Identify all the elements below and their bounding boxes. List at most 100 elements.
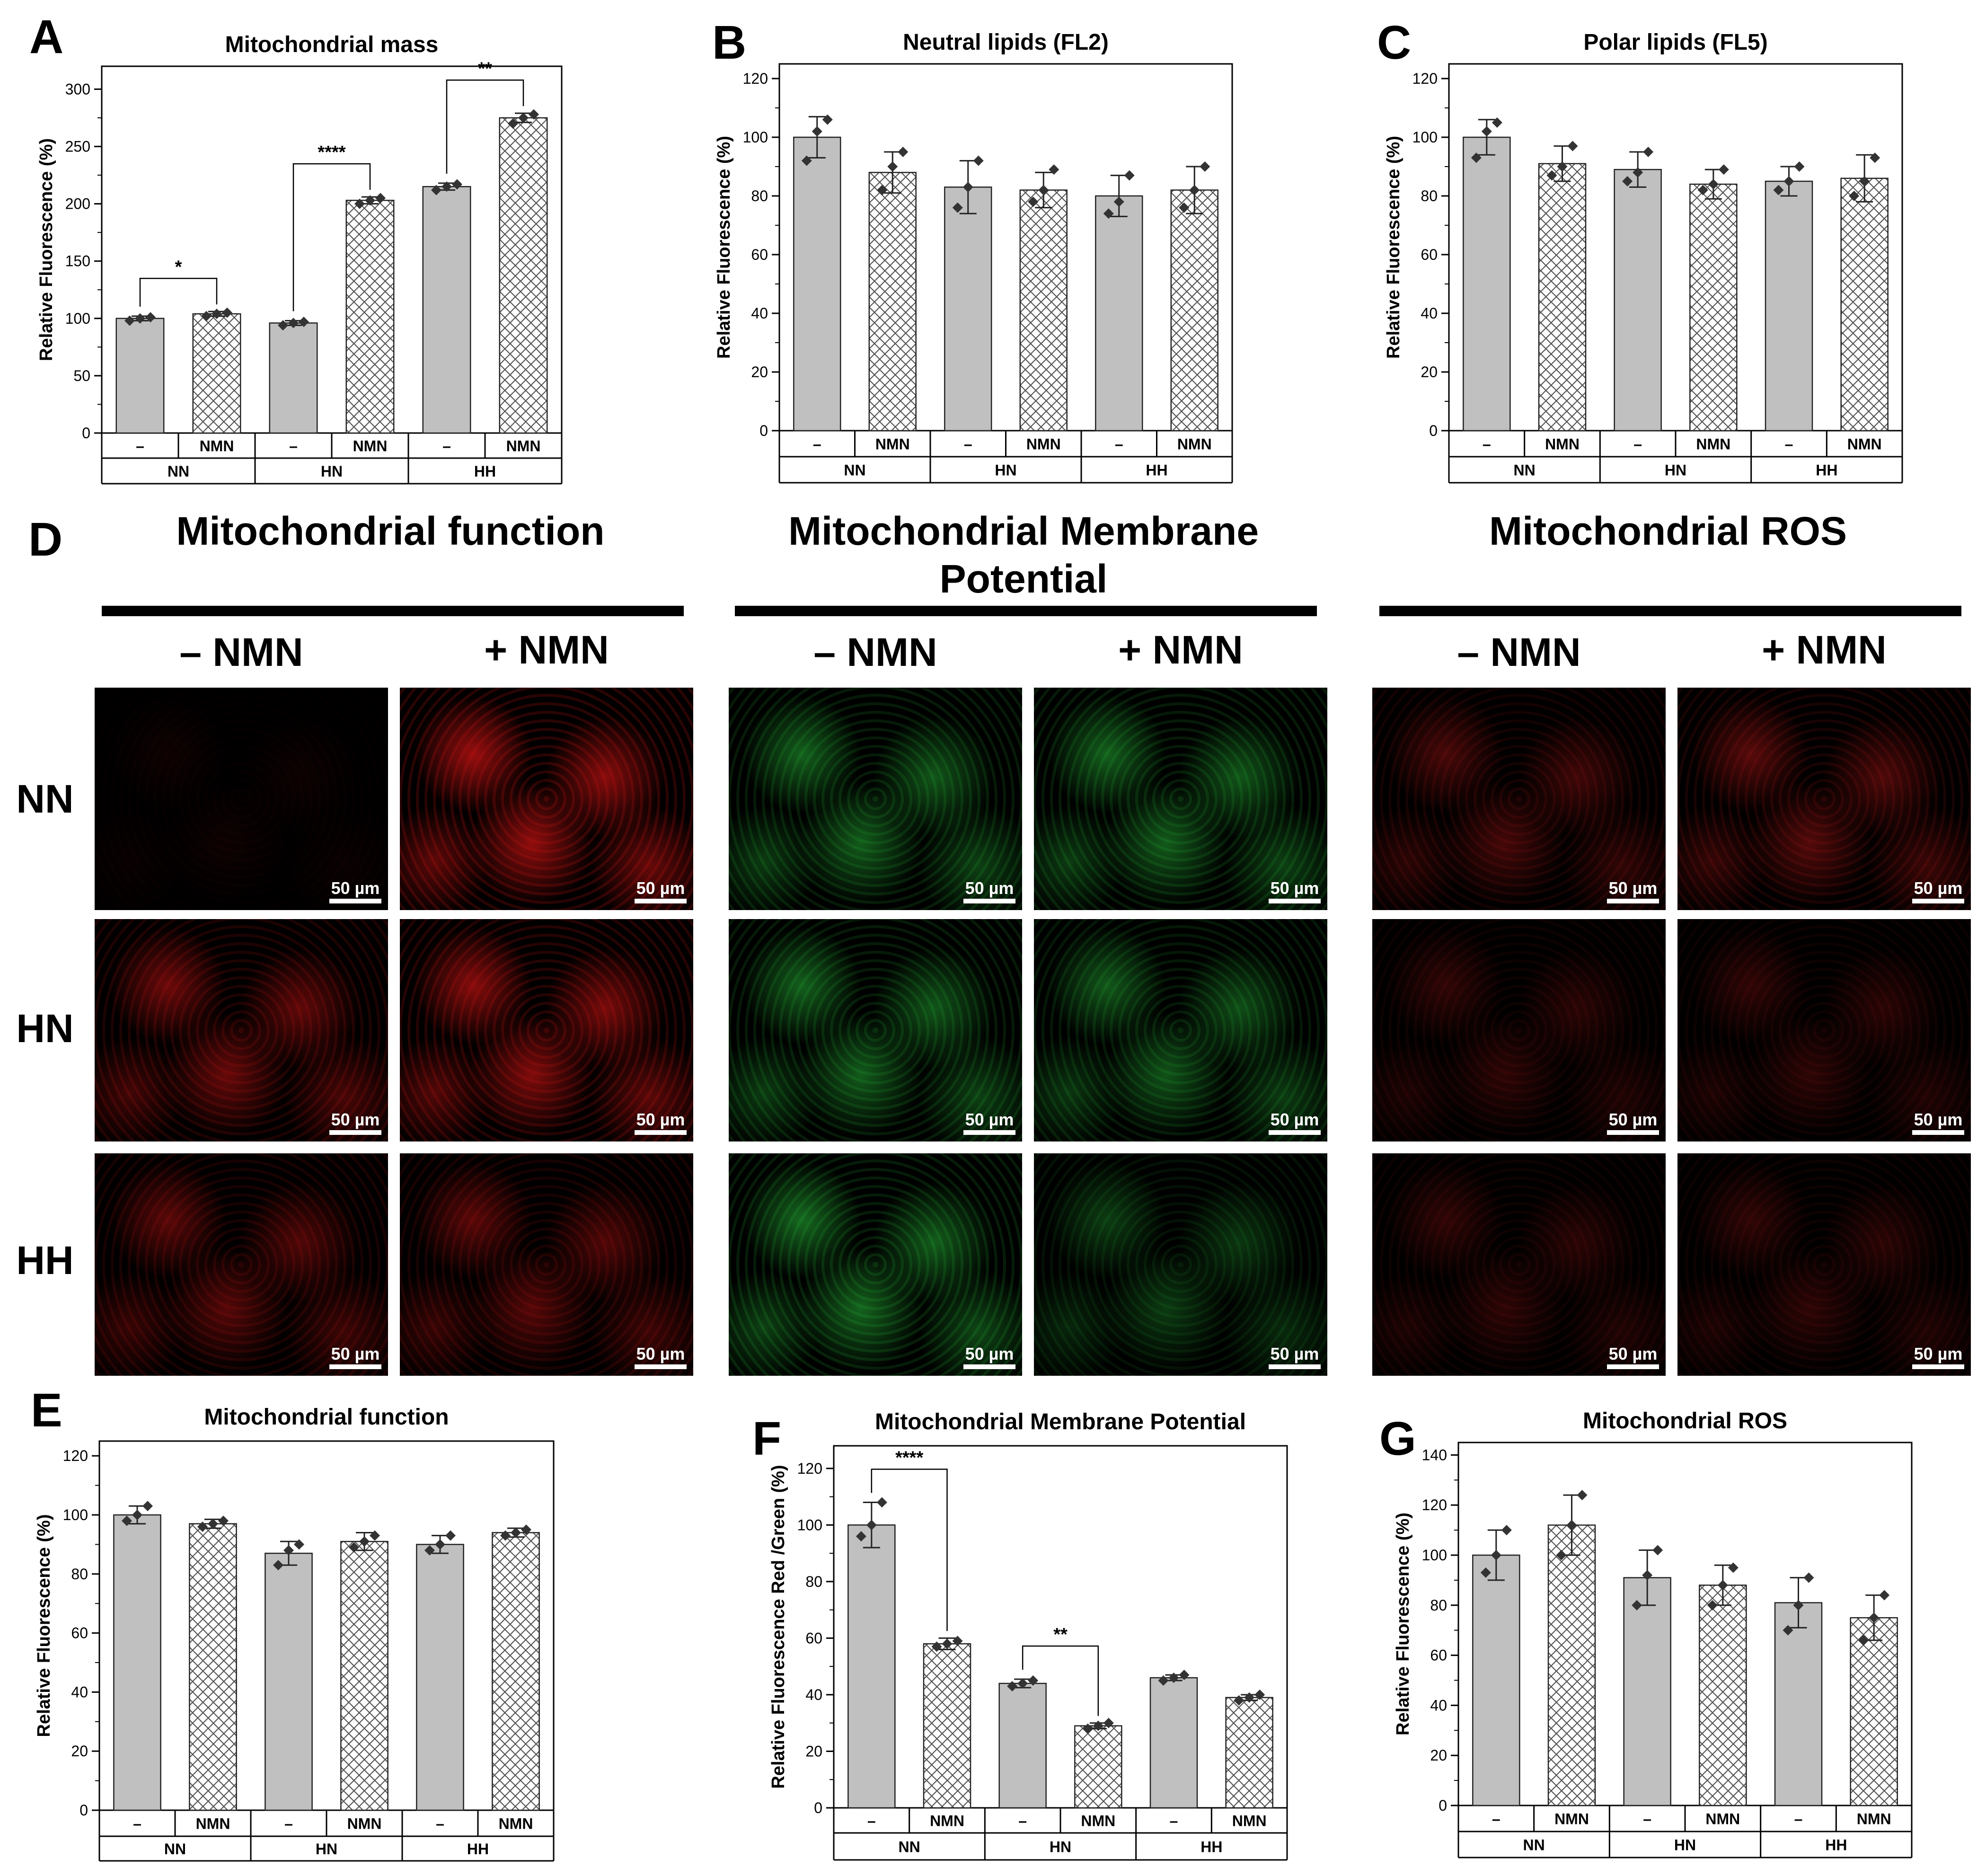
data-point [283, 1545, 294, 1556]
bar [422, 186, 471, 434]
y-tick-label: 60 [71, 1625, 88, 1642]
y-tick-label: 250 [65, 138, 90, 155]
data-point [1869, 1612, 1880, 1623]
scale-bar: 50 µm [1912, 1111, 1964, 1135]
condition-label-minus: – NMN [813, 630, 937, 674]
bar [113, 1514, 161, 1811]
data-point [1783, 1625, 1793, 1636]
condition-label-minus: – NMN [1457, 630, 1581, 674]
data-point [856, 1531, 866, 1542]
data-point [898, 147, 909, 157]
scale-bar-line [1269, 1130, 1321, 1135]
treatment-label: NMN [196, 1815, 230, 1832]
scale-bar: 50 µm [1607, 1345, 1659, 1369]
data-point [1632, 1600, 1642, 1611]
data-point [866, 1520, 877, 1531]
group-label: HH [467, 1841, 489, 1858]
bar [1019, 189, 1068, 432]
data-point [1158, 1675, 1169, 1686]
group-label: NN [168, 463, 189, 480]
treatment-label: – [1785, 436, 1793, 453]
data-point [359, 1536, 370, 1547]
data-point [1566, 1520, 1577, 1531]
micrograph-image: 50 µm [1034, 919, 1327, 1142]
data-point [1103, 1717, 1114, 1728]
panel-label-e: E [31, 1384, 62, 1437]
bar [269, 322, 318, 434]
y-tick-label: 40 [71, 1683, 88, 1700]
treatment-label: – [442, 438, 451, 455]
scale-bar-label: 50 µm [1270, 1344, 1319, 1363]
significance-label: ** [1053, 1625, 1068, 1645]
data-point [452, 179, 462, 190]
treatment-label: – [1115, 436, 1123, 453]
data-point [1179, 1670, 1190, 1681]
y-tick-label: 100 [1422, 1547, 1447, 1564]
condition-label-minus: – NMN [179, 630, 303, 674]
scale-bar: 50 µm [1269, 880, 1321, 903]
data-point [1254, 1689, 1265, 1700]
micrograph-image: 50 µm [1677, 919, 1971, 1142]
panel-label-d: D [28, 513, 63, 566]
data-point [424, 1545, 435, 1556]
data-point [1471, 152, 1482, 163]
bar [868, 172, 917, 432]
y-tick-label: 200 [65, 195, 90, 212]
data-point [1557, 161, 1568, 172]
scale-bar-label: 50 µm [965, 1110, 1014, 1129]
data-point [1633, 167, 1643, 178]
panel-label-b: B [712, 16, 747, 69]
y-tick-label: 80 [805, 1573, 822, 1590]
y-axis-label: Relative Fluorescence (%) [1393, 1513, 1413, 1735]
micrograph-image: 50 µm [1034, 688, 1327, 910]
scale-bar-label: 50 µm [1914, 1344, 1963, 1363]
data-point [273, 1560, 283, 1571]
y-tick-label: 100 [743, 129, 768, 146]
scale-bar-line [1607, 899, 1659, 903]
y-tick-label: 40 [1421, 305, 1438, 322]
data-point [1028, 196, 1039, 207]
y-tick-label: 0 [82, 425, 90, 442]
data-point [1546, 170, 1557, 181]
group-label: HN [316, 1841, 337, 1858]
scale-bar: 50 µm [1607, 880, 1659, 903]
treatment-label: – [284, 1815, 293, 1832]
y-tick-label: 80 [751, 187, 768, 204]
scale-bar-label: 50 µm [331, 878, 380, 898]
treatment-label: – [1492, 1811, 1501, 1828]
scale-bar-line [635, 1364, 687, 1369]
panel-label-f: F [752, 1412, 782, 1465]
micrograph-image: 50 µm [729, 688, 1022, 910]
plot-frame [1457, 1442, 1913, 1806]
y-axis-label: Relative Fluorescence Red /Green (%) [768, 1465, 788, 1788]
data-point [1728, 1562, 1739, 1573]
y-tick-label: 0 [79, 1802, 88, 1819]
scale-bar: 50 µm [1912, 1345, 1964, 1369]
condition-label-plus: + NMN [484, 628, 609, 672]
data-point [1103, 208, 1114, 219]
treatment-label: – [133, 1815, 141, 1832]
data-point [218, 1515, 229, 1526]
bar [1850, 1617, 1898, 1806]
y-axis-label: Relative Fluorescence (%) [714, 136, 734, 359]
data-point [375, 193, 386, 204]
y-tick-label: 0 [1429, 422, 1438, 439]
y-axis-label: Relative Fluorescence (%) [36, 138, 56, 361]
data-point [500, 1530, 511, 1541]
bar [847, 1524, 896, 1809]
micrograph-image: 50 µm [400, 1153, 693, 1376]
y-tick-label: 100 [1412, 129, 1438, 146]
group-label: HN [995, 462, 1016, 479]
data-point [1480, 1567, 1491, 1578]
y-tick-label: 80 [1421, 187, 1438, 204]
y-tick-label: 100 [63, 1506, 88, 1523]
data-point [208, 1518, 218, 1529]
data-point [1718, 164, 1729, 175]
treatment-label: NMN [930, 1813, 964, 1830]
scale-bar-label: 50 µm [636, 1344, 685, 1363]
group-label: NN [1523, 1837, 1545, 1854]
significance-label: **** [895, 1448, 923, 1468]
data-point [441, 181, 452, 192]
condition-label-plus: + NMN [1118, 628, 1243, 672]
scale-bar-line [1912, 1364, 1964, 1369]
